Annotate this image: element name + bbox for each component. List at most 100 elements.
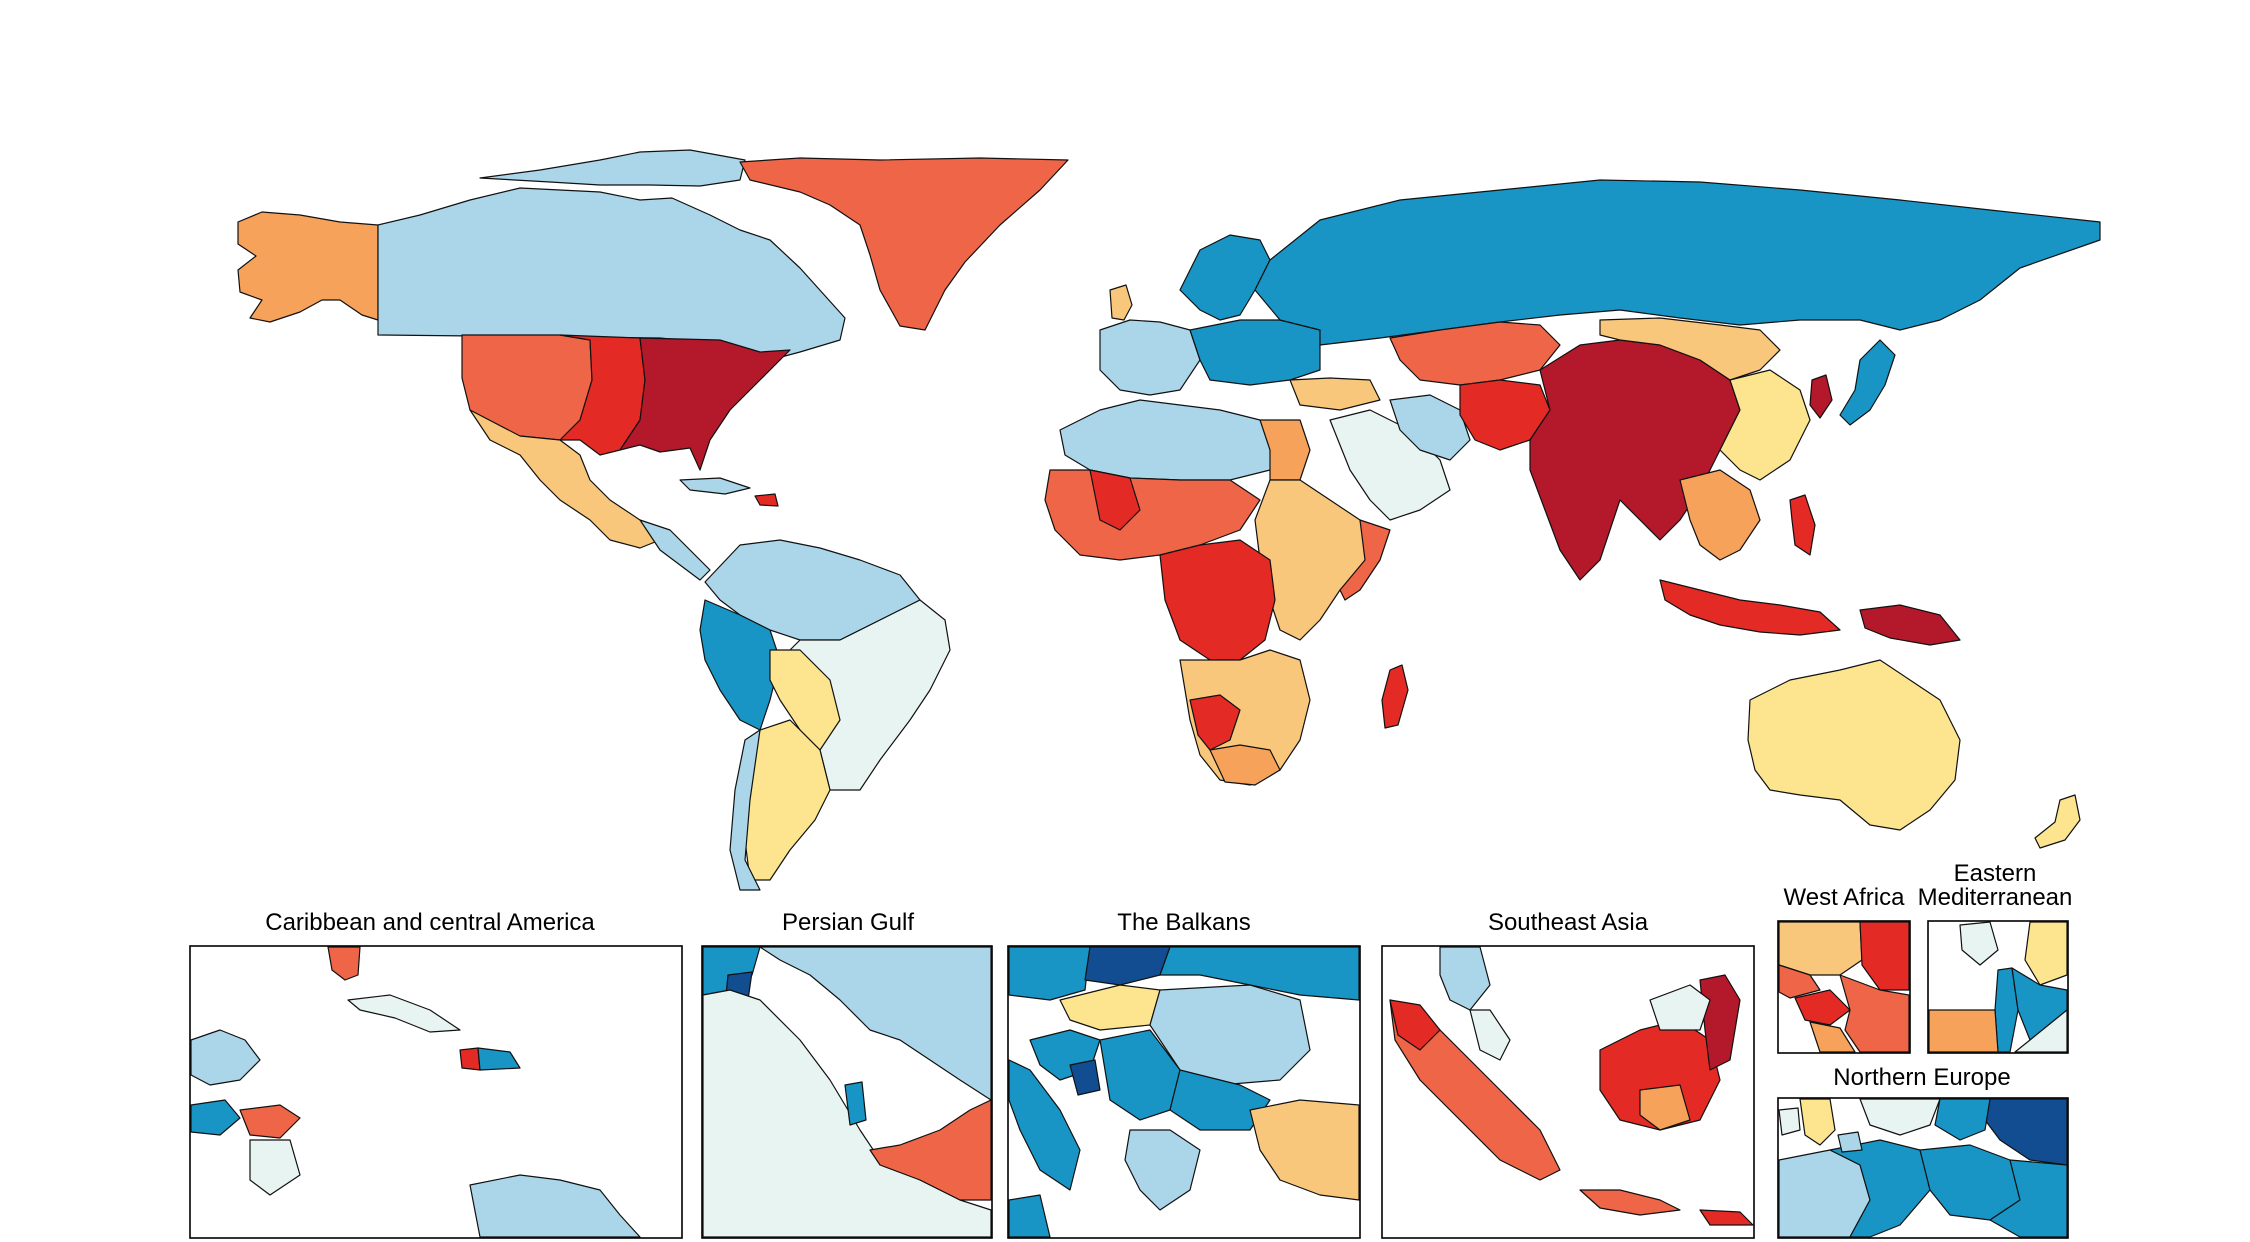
inset-ne-ireland xyxy=(1778,1107,1801,1136)
region-eastern-europe xyxy=(1189,319,1321,386)
region-somalia xyxy=(1339,519,1391,601)
inset-caribbean-mexico xyxy=(190,1029,261,1086)
inset-balkans-tunisia xyxy=(1008,1194,1051,1238)
inset-gulf-qatar xyxy=(844,1081,867,1126)
inset-gulf-uae xyxy=(869,1099,992,1201)
region-central-america xyxy=(639,519,711,581)
inset-em-syria xyxy=(2024,921,2068,986)
region-mongolia xyxy=(1599,317,1781,381)
region-greenland xyxy=(739,157,1069,331)
inset-caribbean-florida xyxy=(327,946,361,981)
inset-sea-java xyxy=(1579,1189,1681,1216)
inset-title-persian-gulf: Persian Gulf xyxy=(782,909,914,936)
region-usa-east xyxy=(619,337,791,471)
region-cuba xyxy=(679,477,751,495)
inset-balkans-turkey xyxy=(1249,1099,1360,1201)
region-japan xyxy=(1839,339,1896,426)
inset-caribbean-dominican xyxy=(477,1047,521,1071)
inset-title-balkans: The Balkans xyxy=(1117,909,1250,936)
inset-title-southeast-asia: Southeast Asia xyxy=(1488,909,1649,936)
inset-balkans-ukraine xyxy=(1159,946,1360,1001)
region-chile xyxy=(729,729,761,891)
inset-balkans-greece xyxy=(1124,1129,1201,1211)
region-turkey xyxy=(1289,377,1381,411)
inset-title-caribbean: Caribbean and central America xyxy=(265,909,595,936)
inset-em-egypt xyxy=(1928,1009,1999,1053)
inset-sea-borneo-north xyxy=(1649,984,1711,1031)
region-mali xyxy=(1089,469,1141,531)
inset-sea-malaysia xyxy=(1469,1009,1511,1061)
region-mexico xyxy=(469,409,661,549)
inset-caribbean-haiti xyxy=(459,1047,481,1071)
inset-wa-mali xyxy=(1859,921,1910,991)
inset-northern-europe: Northern Europe xyxy=(1777,1064,2069,1239)
inset-balkans-bosnia xyxy=(1069,1059,1101,1096)
inset-caribbean-nicaragua xyxy=(249,1139,301,1196)
region-korea xyxy=(1809,374,1833,419)
region-scandinavia xyxy=(1179,234,1271,321)
inset-title-eastern-mediterranean-line2: Mediterranean xyxy=(1918,884,2073,911)
region-central-africa xyxy=(1159,539,1276,661)
region-north-africa xyxy=(1059,399,1281,481)
inset-sea-sabah xyxy=(1699,974,1741,1071)
inset-caribbean: Caribbean and central America xyxy=(189,909,683,1239)
inset-sea-bali xyxy=(1699,1209,1754,1226)
inset-ne-netherlands xyxy=(1837,1131,1863,1153)
inset-wa-mauritania xyxy=(1778,921,1863,976)
inset-balkans-austria xyxy=(1008,946,1091,1001)
inset-caribbean-guatemala xyxy=(190,1099,241,1136)
inset-wa-senegal xyxy=(1778,964,1821,999)
region-arabian-peninsula xyxy=(1329,409,1451,521)
inset-title-northern-europe: Northern Europe xyxy=(1833,1064,2010,1091)
region-alaska xyxy=(237,211,379,323)
inset-balkans-slovakia xyxy=(1084,946,1171,986)
inset-title-eastern-mediterranean-line1: Eastern xyxy=(1954,860,2037,887)
inset-wa-guinea xyxy=(1794,989,1851,1026)
region-east-africa xyxy=(1254,479,1371,641)
inset-title-west-africa: West Africa xyxy=(1784,884,1906,911)
inset-wa-sierra-leone xyxy=(1809,1021,1856,1053)
inset-balkans-romania xyxy=(1149,984,1311,1086)
world-map xyxy=(237,149,2101,891)
region-russia xyxy=(1254,179,2101,346)
region-uk xyxy=(1109,284,1133,321)
region-new-zealand xyxy=(2034,794,2081,849)
inset-balkans-bulgaria xyxy=(1169,1069,1271,1131)
inset-west-africa: West Africa xyxy=(1777,884,1911,1054)
inset-frame-caribbean xyxy=(189,945,683,1239)
inset-ne-scandinavia xyxy=(1859,1098,1941,1136)
inset-eastern-mediterranean: Eastern Mediterranean xyxy=(1918,860,2073,1054)
inset-gulf-iran xyxy=(759,946,992,1101)
region-australia xyxy=(1747,659,1961,831)
region-madagascar xyxy=(1381,664,1409,729)
region-south-africa xyxy=(1209,744,1281,786)
inset-ne-germany xyxy=(1829,1139,1931,1238)
inset-em-lebanon xyxy=(1959,921,1999,966)
region-western-europe xyxy=(1099,319,1201,396)
inset-sea-sumatra xyxy=(1389,999,1561,1181)
inset-ne-baltic-mid xyxy=(1934,1098,1991,1141)
inset-sea-borneo-east xyxy=(1639,1084,1691,1131)
inset-persian-gulf: Persian Gulf xyxy=(701,909,993,1239)
inset-wa-ivory-coast xyxy=(1839,974,1910,1053)
inset-em-saudi xyxy=(2014,1009,2068,1053)
inset-sea-sumatra-north xyxy=(1389,999,1441,1051)
inset-ne-uk xyxy=(1799,1098,1836,1146)
inset-balkans: The Balkans xyxy=(1007,909,1361,1239)
region-haiti xyxy=(754,493,779,507)
inset-caribbean-cuba xyxy=(347,994,461,1033)
inset-ne-belarus xyxy=(1989,1159,2068,1238)
region-arctic-islands xyxy=(479,149,746,187)
region-mainland-southeast-asia xyxy=(1679,469,1761,561)
inset-balkans-italy xyxy=(1008,1059,1081,1191)
region-iran xyxy=(1389,394,1471,461)
region-east-china xyxy=(1719,369,1811,481)
inset-southeast-asia: Southeast Asia xyxy=(1381,909,1755,1239)
region-indonesia xyxy=(1659,579,1841,636)
region-papua-new-guinea xyxy=(1859,604,1961,646)
inset-caribbean-venezuela xyxy=(469,1174,641,1238)
inset-caribbean-honduras xyxy=(239,1104,301,1139)
region-philippines xyxy=(1789,494,1816,556)
region-namibia xyxy=(1189,694,1241,751)
